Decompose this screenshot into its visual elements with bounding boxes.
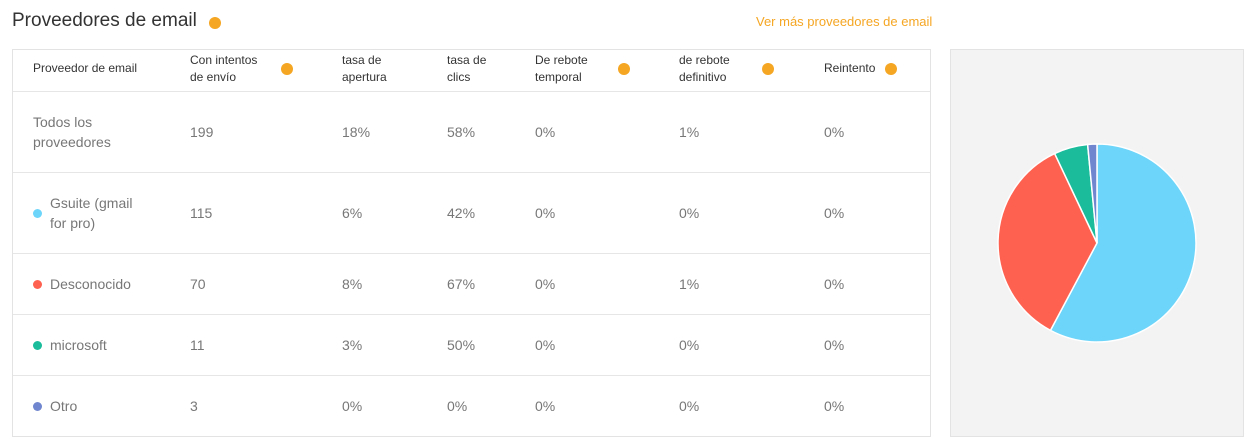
- cell-value: 3%: [342, 336, 363, 353]
- legend-dot: [33, 279, 42, 289]
- column-header: De rebote temporal: [535, 53, 588, 84]
- cell-value: 11: [190, 336, 205, 353]
- cell-value: 0%: [535, 204, 556, 221]
- help-icon[interactable]: [281, 63, 293, 75]
- row-separator: [13, 172, 930, 173]
- cell-value: 0%: [679, 336, 700, 353]
- cell-value: 0%: [342, 397, 363, 414]
- cell-value: 50%: [447, 336, 476, 353]
- column-header: Reintento: [824, 61, 876, 75]
- cell-value: 0%: [535, 397, 556, 414]
- cell-value: 0%: [535, 123, 556, 140]
- column-header: Proveedor de email: [33, 61, 138, 75]
- pie-slice: [997, 152, 1098, 332]
- column-header: tasa de apertura: [342, 53, 387, 84]
- legend-dot: [33, 340, 42, 350]
- cell-value: 1%: [679, 123, 700, 140]
- cell-value: 0%: [824, 397, 845, 414]
- cell-value: 0%: [535, 275, 556, 292]
- cell-value: 3: [190, 397, 198, 414]
- cell-value: 8%: [342, 275, 363, 292]
- cell-value: 0%: [824, 204, 845, 221]
- provider-name: Gsuite (gmail for pro): [50, 194, 133, 231]
- row-separator: [13, 375, 930, 376]
- cell-value: 70: [190, 275, 206, 292]
- pie-slice: [1086, 143, 1098, 244]
- help-icon[interactable]: [209, 17, 221, 29]
- help-icon[interactable]: [762, 63, 774, 75]
- cell-value: 6%: [342, 204, 363, 221]
- providers-table: [12, 49, 931, 437]
- cell-value: 199: [190, 123, 214, 140]
- pie-panel: [950, 49, 1244, 437]
- row-separator: [13, 314, 930, 315]
- column-header: de rebote definitivo: [679, 53, 730, 84]
- column-header: Con intentos de envío: [190, 53, 258, 84]
- legend-dot: [33, 401, 42, 411]
- provider-name: Otro: [50, 397, 78, 414]
- pie-slice: [1049, 143, 1197, 343]
- pie-chart: [997, 143, 1197, 343]
- cell-value: 0%: [679, 397, 700, 414]
- row-separator: [13, 91, 930, 92]
- column-header: tasa de clics: [447, 53, 487, 84]
- cell-value: 1%: [679, 275, 700, 292]
- row-separator: [13, 253, 930, 254]
- cell-value: 18%: [342, 123, 371, 140]
- cell-value: 0%: [824, 275, 845, 292]
- provider-name: Todos los proveedores: [33, 113, 111, 150]
- more-providers-link[interactable]: Ver más proveedores de email: [756, 14, 933, 29]
- provider-name: microsoft: [50, 336, 107, 353]
- help-icon[interactable]: [618, 63, 630, 75]
- cell-value: 0%: [679, 204, 700, 221]
- cell-value: 67%: [447, 275, 476, 292]
- provider-name: Desconocido: [50, 275, 131, 292]
- cell-value: 42%: [447, 204, 476, 221]
- cell-value: 0%: [824, 123, 845, 140]
- help-icon[interactable]: [885, 63, 897, 75]
- legend-dot: [33, 208, 42, 218]
- cell-value: 58%: [447, 123, 476, 140]
- cell-value: 0%: [535, 336, 556, 353]
- cell-value: 0%: [824, 336, 845, 353]
- section-title: Proveedores de email: [12, 10, 197, 31]
- cell-value: 0%: [447, 397, 468, 414]
- cell-value: 115: [190, 204, 213, 221]
